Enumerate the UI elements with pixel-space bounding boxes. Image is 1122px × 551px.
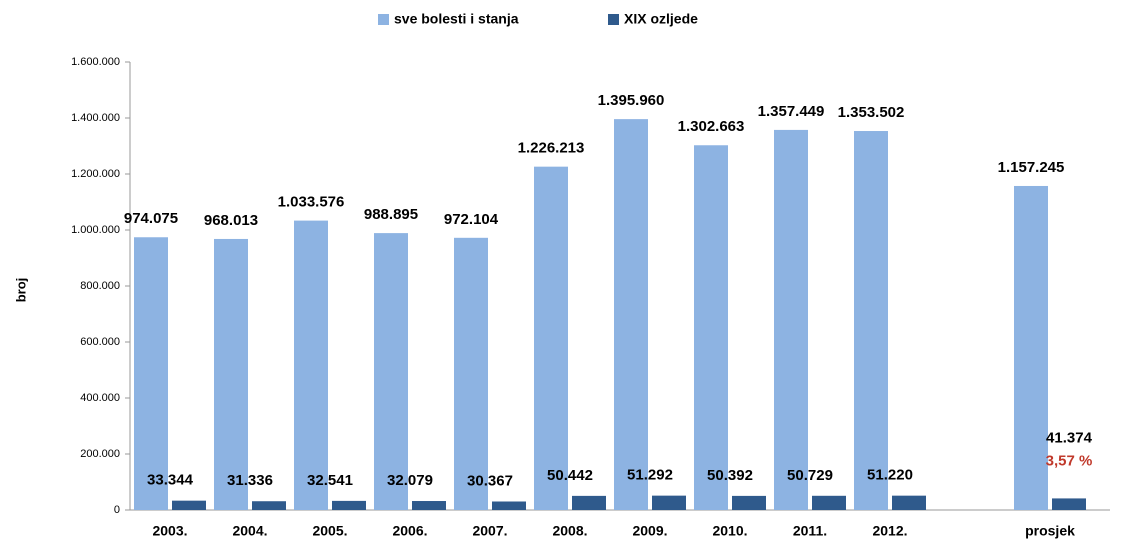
bar — [892, 495, 926, 510]
bar — [252, 501, 286, 510]
x-tick-label: 2006. — [392, 523, 427, 539]
bar — [774, 129, 808, 510]
bar — [812, 495, 846, 510]
value-label: 1.357.449 — [758, 103, 825, 120]
bar — [332, 500, 366, 510]
annotation: 3,57 % — [1046, 452, 1093, 469]
bar — [572, 495, 606, 510]
bar — [1052, 498, 1086, 510]
legend-swatch — [608, 14, 619, 25]
y-axis-label: broj — [13, 278, 28, 303]
bar — [214, 238, 248, 510]
value-label: 33.344 — [147, 472, 194, 489]
x-tick-label: 2007. — [472, 523, 507, 539]
bar — [374, 233, 408, 510]
value-label: 32.541 — [307, 472, 353, 489]
value-label: 41.374 — [1046, 429, 1093, 446]
y-tick-label: 1.000.000 — [71, 224, 120, 236]
bar — [652, 495, 686, 510]
bar — [614, 119, 648, 511]
bar — [854, 131, 888, 510]
value-label: 32.079 — [387, 472, 433, 489]
x-tick-label: 2003. — [152, 523, 187, 539]
x-tick-label: 2011. — [793, 523, 827, 539]
value-label: 972.104 — [444, 211, 499, 228]
y-tick-label: 400.000 — [80, 392, 120, 404]
value-label: 51.292 — [627, 467, 673, 484]
legend-label: sve bolesti i stanja — [394, 11, 519, 27]
bar — [694, 145, 728, 510]
value-label: 1.302.663 — [678, 118, 745, 135]
value-label: 988.895 — [364, 206, 418, 223]
value-label: 968.013 — [204, 212, 258, 229]
value-label: 1.033.576 — [278, 194, 345, 211]
y-tick-label: 1.600.000 — [71, 56, 120, 68]
x-tick-label: 2005. — [312, 523, 347, 539]
value-label: 1.226.213 — [518, 140, 585, 157]
value-label: 974.075 — [124, 210, 178, 227]
x-tick-label: 2012. — [872, 523, 907, 539]
value-label: 31.336 — [227, 472, 273, 489]
bar — [454, 237, 488, 510]
value-label: 50.729 — [787, 467, 833, 484]
y-tick-label: 1.200.000 — [71, 168, 120, 180]
value-label: 1.353.502 — [838, 104, 905, 121]
bar — [492, 501, 526, 510]
bar — [412, 501, 446, 510]
x-tick-label: prosjek — [1025, 523, 1075, 539]
bar — [732, 495, 766, 510]
value-label: 50.442 — [547, 467, 593, 484]
y-tick-label: 600.000 — [80, 336, 120, 348]
value-label: 1.395.960 — [598, 92, 665, 109]
y-tick-label: 0 — [114, 504, 120, 516]
bar — [1014, 185, 1048, 510]
legend-swatch — [378, 14, 389, 25]
y-tick-label: 200.000 — [80, 448, 120, 460]
value-label: 51.220 — [867, 467, 913, 484]
value-label: 1.157.245 — [998, 159, 1065, 176]
value-label: 50.392 — [707, 467, 753, 484]
legend-label: XIX ozljede — [624, 11, 698, 27]
y-tick-label: 1.400.000 — [71, 112, 120, 124]
x-tick-label: 2004. — [232, 523, 267, 539]
x-tick-label: 2010. — [712, 523, 747, 539]
bar — [134, 237, 168, 510]
x-tick-label: 2009. — [632, 523, 667, 539]
bar — [172, 500, 206, 510]
value-label: 30.367 — [467, 472, 513, 489]
x-tick-label: 2008. — [552, 523, 587, 539]
bar — [534, 166, 568, 511]
y-tick-label: 800.000 — [80, 280, 120, 292]
bar — [294, 220, 328, 510]
